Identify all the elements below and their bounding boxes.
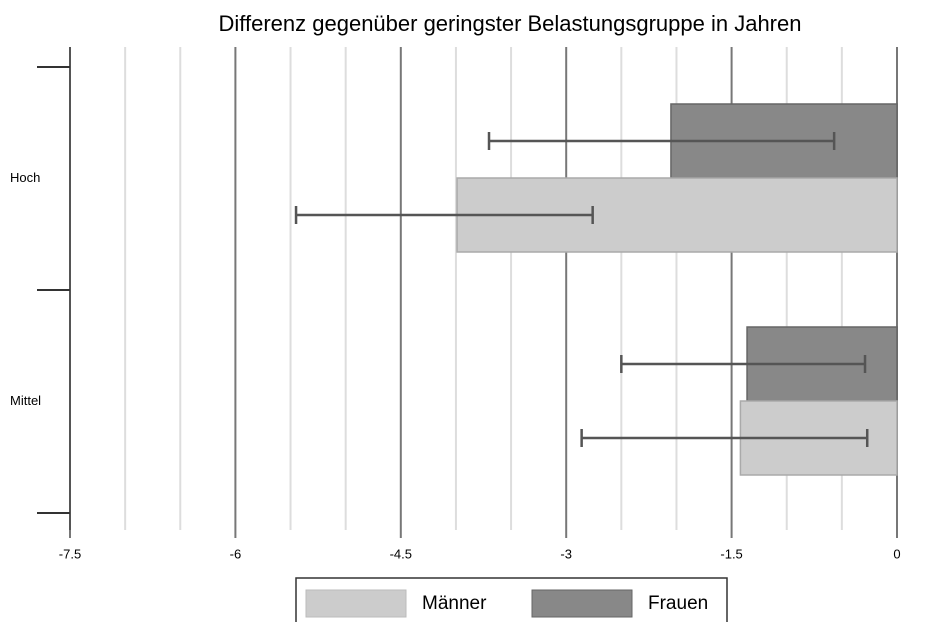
x-tick-label: 0 — [893, 546, 900, 561]
legend-label: Männer — [422, 593, 487, 614]
error-bar — [294, 206, 594, 224]
legend-swatch — [531, 589, 633, 618]
legend-label: Frauen — [648, 593, 708, 614]
error-bar — [620, 355, 867, 373]
x-tick-label: -7.5 — [59, 546, 81, 561]
error-bar — [487, 132, 836, 150]
y-tick-label: Hoch — [10, 170, 40, 185]
x-tick-label: -4.5 — [390, 546, 412, 561]
x-tick-label: -3 — [560, 546, 572, 561]
x-tick-label: -6 — [230, 546, 242, 561]
x-tick-label: -1.5 — [720, 546, 742, 561]
error-bar — [580, 429, 869, 447]
y-tick-label: Mittel — [10, 393, 41, 408]
legend-swatch — [305, 589, 407, 618]
chart-title: Differenz gegenüber geringster Belastung… — [219, 11, 802, 36]
